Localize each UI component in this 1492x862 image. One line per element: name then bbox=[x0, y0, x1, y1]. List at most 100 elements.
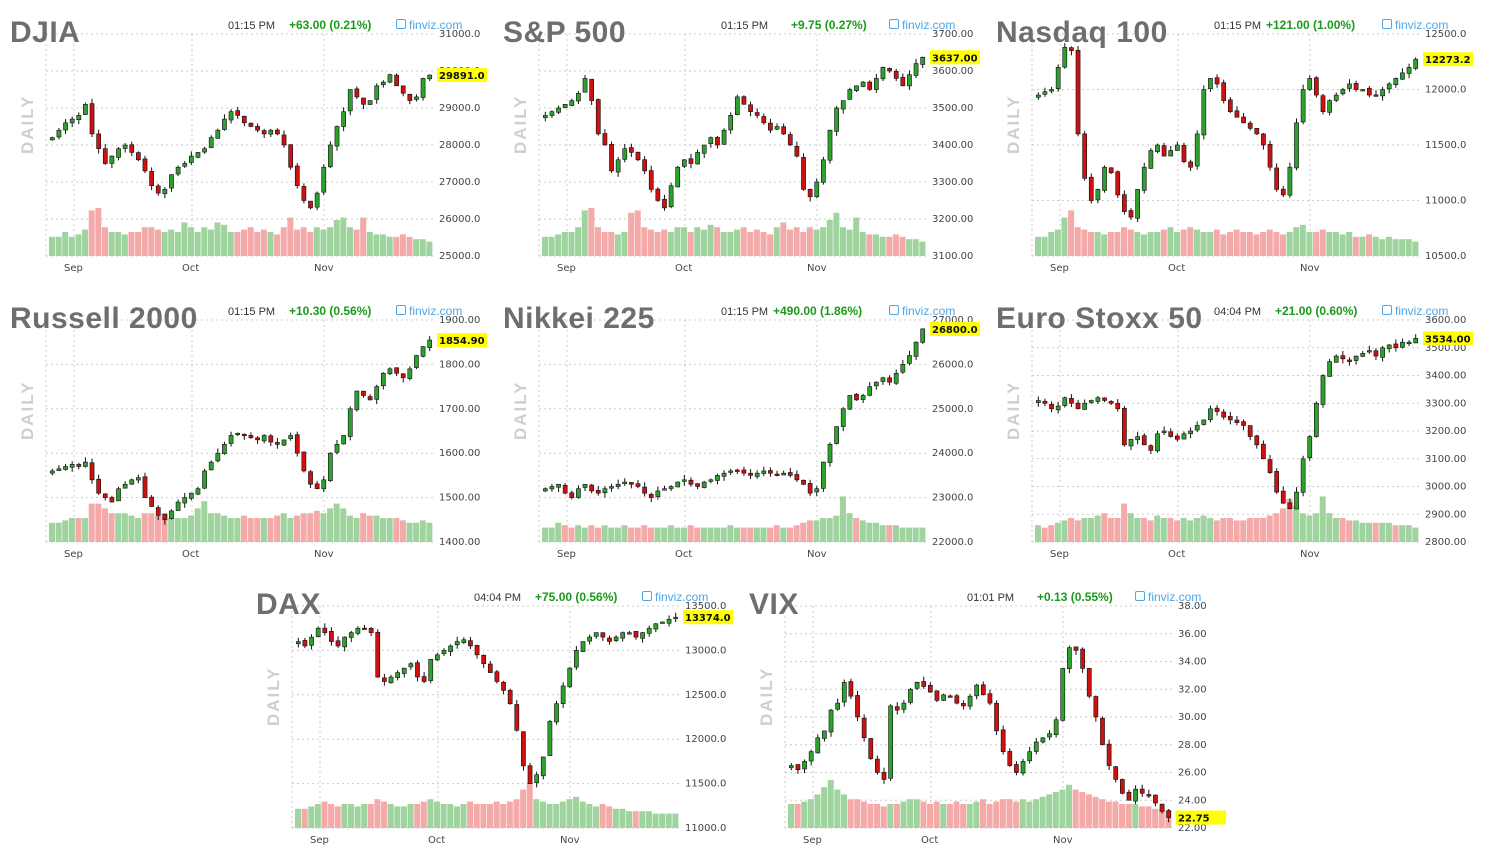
candle-body bbox=[655, 188, 661, 201]
volume-bar bbox=[1013, 801, 1020, 828]
volume-bar bbox=[973, 801, 980, 828]
volume-bar bbox=[820, 227, 827, 256]
candle-body bbox=[295, 641, 301, 645]
volume-bar bbox=[599, 804, 606, 828]
volume-bar bbox=[892, 234, 899, 256]
volume-bar bbox=[1326, 232, 1333, 256]
candle-body bbox=[841, 682, 847, 703]
candle-body bbox=[549, 486, 555, 490]
chart-panel-dax[interactable]: 13500.0 13000.0 12500.0 12000.0 11500.0 11000… bbox=[252, 578, 742, 853]
chart-panel-nasdaq100[interactable]: 12500.0 12000.0 11500.0 11000.0 10500.0 Sep Oc… bbox=[992, 6, 1482, 281]
candle-body bbox=[309, 636, 314, 646]
candle-body bbox=[1095, 397, 1101, 402]
volume-bar bbox=[188, 515, 195, 542]
volume-bar bbox=[1140, 234, 1147, 256]
chart-panel-eurostoxx50[interactable]: 3600.00 3500.00 3400.00 3300.00 3200.00 3100.… bbox=[992, 292, 1482, 567]
chart-panel-vix[interactable]: 38.00 36.00 34.00 32.00 30.00 28.00 26.00 24.00… bbox=[745, 578, 1235, 853]
volume-bar bbox=[1134, 518, 1141, 542]
volume-bar bbox=[621, 232, 628, 256]
chart-panel-djia[interactable]: 31000.030000.029000.028000.027000.026000… bbox=[6, 6, 496, 281]
candle-body bbox=[1274, 471, 1280, 493]
volume-bar bbox=[1167, 518, 1174, 542]
source-label: finviz.com bbox=[409, 18, 463, 32]
volume-bar bbox=[1359, 522, 1366, 542]
y-tick-label: 3100.00 bbox=[1425, 454, 1466, 465]
candle-body bbox=[427, 339, 433, 348]
candle-body bbox=[701, 481, 707, 488]
volume-bar bbox=[1233, 229, 1240, 256]
source-link[interactable]: finviz.com bbox=[1135, 590, 1201, 604]
source-link[interactable]: finviz.com bbox=[889, 18, 955, 32]
candle-body bbox=[367, 100, 373, 105]
volume-bar bbox=[1114, 232, 1121, 256]
volume-bar bbox=[1385, 236, 1392, 256]
volume-bar bbox=[333, 503, 340, 542]
candle-body bbox=[208, 137, 214, 148]
y-tick-label: 2900.00 bbox=[1425, 509, 1466, 520]
volume-bar bbox=[548, 527, 555, 542]
candle-body bbox=[275, 442, 280, 445]
candle-body bbox=[222, 444, 227, 454]
candle-body bbox=[587, 636, 592, 642]
last-price-label: 22.75 bbox=[1178, 814, 1210, 825]
last-price-marker bbox=[930, 50, 980, 65]
candle-body bbox=[1201, 419, 1207, 425]
candle-body bbox=[374, 386, 380, 400]
candle-body bbox=[202, 148, 207, 153]
volume-bar bbox=[1193, 229, 1200, 256]
candle-body bbox=[1314, 77, 1319, 96]
candle-body bbox=[1208, 408, 1213, 421]
candle-body bbox=[56, 468, 62, 471]
volume-bar bbox=[1266, 229, 1273, 256]
volume-bar bbox=[1339, 234, 1346, 256]
volume-bar bbox=[361, 804, 368, 828]
candle-body bbox=[1208, 78, 1213, 89]
candle-body bbox=[248, 435, 254, 438]
volume-bar bbox=[346, 515, 353, 542]
candle-body bbox=[540, 756, 546, 777]
volume-bar bbox=[1174, 520, 1181, 542]
finviz-icon bbox=[642, 591, 652, 601]
chart-panel-russell2000[interactable]: 1900.00 1800.00 1700.00 1600.00 1500.00 1400.… bbox=[6, 292, 496, 567]
source-link[interactable]: finviz.com bbox=[396, 18, 462, 32]
y-tick-label: 12500.0 bbox=[685, 690, 726, 701]
source-link[interactable]: finviz.com bbox=[396, 304, 462, 318]
candle-body bbox=[361, 390, 366, 396]
source-link[interactable]: finviz.com bbox=[889, 304, 955, 318]
source-link[interactable]: finviz.com bbox=[1382, 304, 1448, 318]
volume-bar bbox=[1066, 784, 1073, 828]
last-price-marker bbox=[437, 333, 487, 348]
volume-bar bbox=[794, 804, 801, 828]
volume-bar bbox=[912, 527, 919, 542]
candle-body bbox=[615, 483, 621, 487]
volume-bar bbox=[1147, 232, 1154, 256]
candle-body bbox=[633, 631, 639, 638]
chart-panel-sp500[interactable]: 3700.00 3600.00 3500.00 3400.00 3300.00 3200.… bbox=[499, 6, 989, 281]
candle-body bbox=[1274, 167, 1280, 190]
candle-body bbox=[1340, 355, 1346, 360]
candle-body bbox=[1393, 78, 1399, 85]
candle-body bbox=[182, 163, 188, 167]
volume-bar bbox=[1319, 496, 1326, 542]
candle-body bbox=[487, 663, 493, 673]
volume-bar bbox=[652, 813, 659, 828]
source-link[interactable]: finviz.com bbox=[642, 590, 708, 604]
volume-bar bbox=[694, 527, 701, 542]
volume-bar bbox=[154, 515, 161, 542]
volume-bar bbox=[834, 789, 841, 828]
x-tick-label: Oct bbox=[182, 263, 199, 274]
candle-body bbox=[854, 85, 859, 91]
volume-bar bbox=[1032, 799, 1039, 828]
candle-body bbox=[927, 684, 933, 693]
candle-body bbox=[427, 74, 433, 80]
volume-bar bbox=[546, 804, 553, 828]
candle-body bbox=[368, 627, 374, 633]
candle-body bbox=[1033, 741, 1039, 752]
volume-bar bbox=[201, 501, 208, 542]
volume-bar bbox=[800, 232, 807, 256]
chart-panel-nikkei225[interactable]: 27000.0 26000.0 25000.0 24000.0 23000.0 22000… bbox=[499, 292, 989, 567]
volume-bar bbox=[807, 799, 814, 828]
candle-body bbox=[375, 632, 381, 678]
volume-bar bbox=[373, 234, 380, 256]
source-link[interactable]: finviz.com bbox=[1382, 18, 1448, 32]
